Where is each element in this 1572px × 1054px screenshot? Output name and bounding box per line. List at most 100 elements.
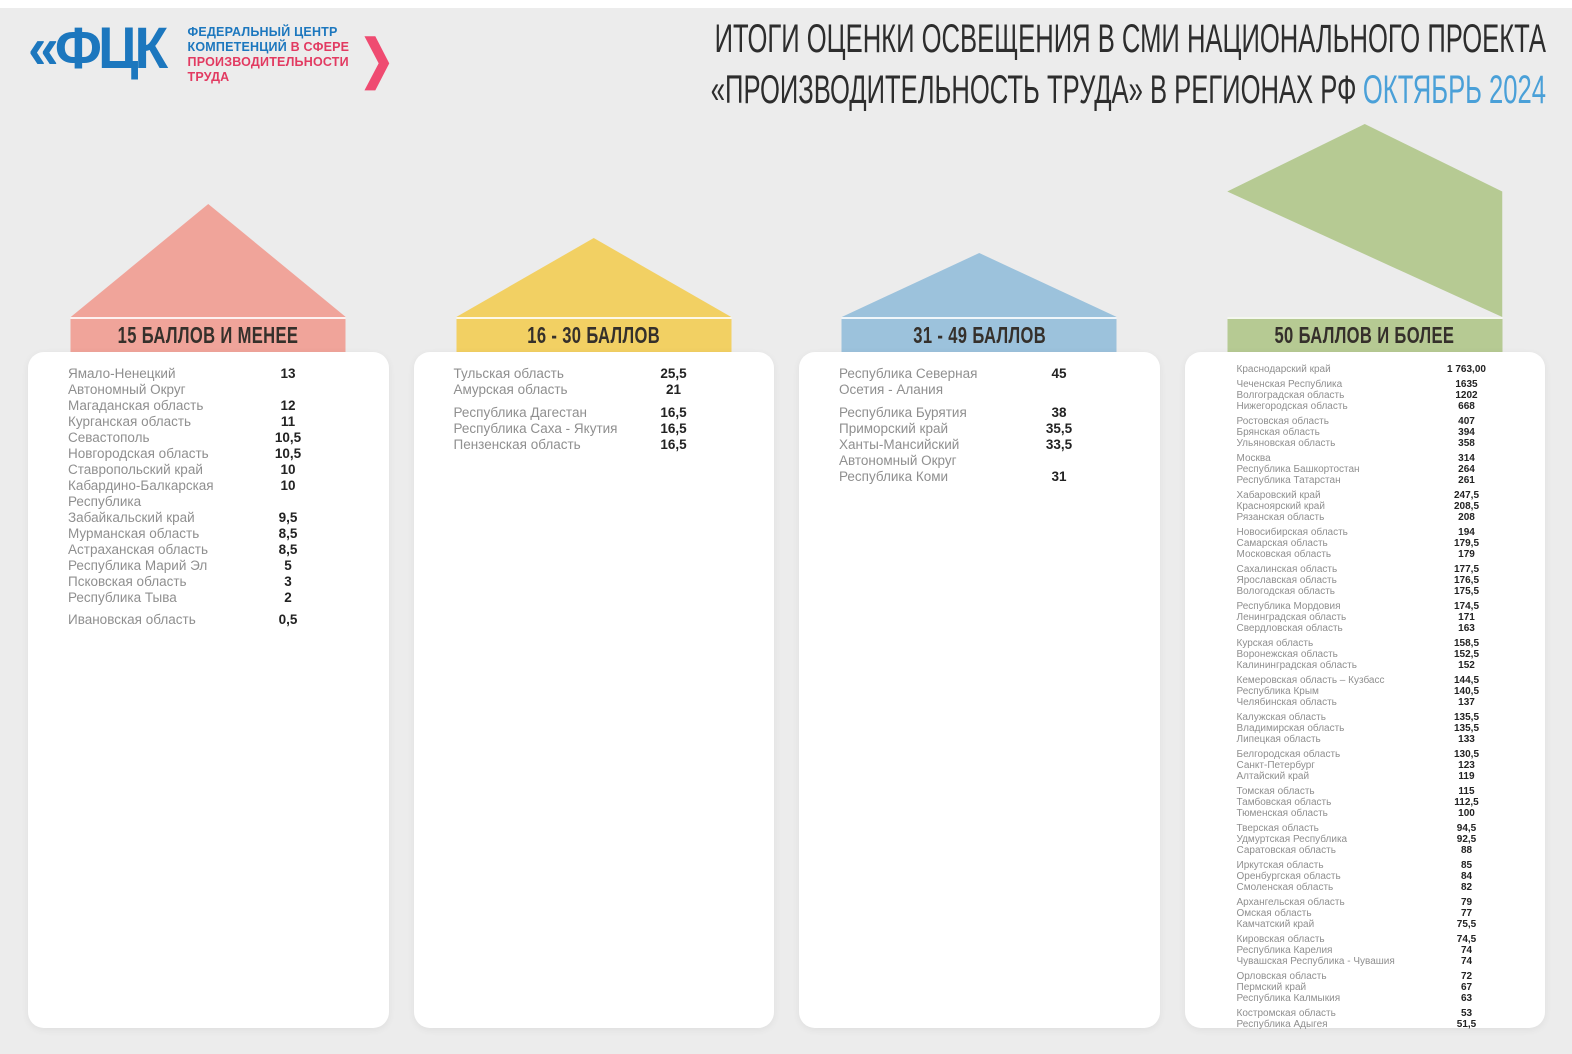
region-score: 140,5: [1453, 686, 1480, 697]
region-score: 407: [1458, 416, 1475, 427]
region-row: Рязанская область 208: [1185, 512, 1546, 523]
group-range-label: 16 - 30 БАЛЛОВ: [527, 322, 661, 348]
region-name: Белгородская область: [1236, 749, 1341, 760]
region-score: 79: [1460, 897, 1473, 908]
page-title: ИТОГИ ОЦЕНКИ ОСВЕЩЕНИЯ В СМИ НАЦИОНАЛЬНО…: [241, 14, 1546, 116]
region-name: Новосибирская область: [1236, 527, 1348, 538]
region-name: Приморский край: [839, 421, 949, 436]
region-name: Республика Дагестан: [453, 405, 587, 420]
region-score: 3: [284, 574, 292, 589]
region-name: Кемеровская область – Кузбасс: [1236, 675, 1385, 686]
region-score: 179: [1458, 549, 1475, 560]
region-row: Москва 314: [1185, 453, 1546, 464]
region-score: 38: [1051, 405, 1067, 420]
region-score: 8,5: [278, 526, 298, 541]
region-row: Хабаровский край 247,5: [1185, 490, 1546, 501]
region-name: Санкт-Петербург: [1236, 760, 1315, 771]
region-name: Липецкая область: [1236, 734, 1321, 745]
region-row: Кемеровская область – Кузбасс 144,5: [1185, 675, 1546, 686]
region-row: Омская область 77: [1185, 908, 1546, 919]
region-score: 176,5: [1453, 575, 1480, 586]
region-score: 261: [1458, 475, 1475, 486]
region-row: Тюменская область 100: [1185, 808, 1546, 819]
score-group-column: 15 БАЛЛОВ И МЕНЕЕ Ямало-Ненецкий Автономн…: [28, 204, 389, 1028]
region-score: 115: [1458, 786, 1475, 797]
page-title-line-1: ИТОГИ ОЦЕНКИ ОСВЕЩЕНИЯ В СМИ НАЦИОНАЛЬНО…: [714, 17, 1546, 61]
house-band: 15 БАЛЛОВ И МЕНЕЕ: [70, 317, 346, 352]
region-row: Липецкая область 133: [1185, 734, 1546, 745]
region-score: 10: [280, 478, 296, 493]
region-score: 25,5: [660, 366, 687, 381]
house-roof: [1227, 124, 1503, 317]
region-score: 179,5: [1453, 538, 1480, 549]
region-row: Приморский край 35,5: [799, 421, 1160, 437]
house-band: 50 БАЛЛОВ И БОЛЕЕ: [1227, 317, 1503, 352]
region-row: Санкт-Петербург 123: [1185, 760, 1546, 771]
region-name: Республика Калмыкия: [1236, 993, 1341, 1004]
region-row: Кировская область 74,5: [1185, 934, 1546, 945]
region-row: Кабардино-Балкарская Республика 10: [28, 478, 389, 510]
tagline-line-3: ПРОИЗВОДИТЕЛЬНОСТИ: [187, 55, 349, 69]
region-row: Сахалинская область 177,5: [1185, 564, 1546, 575]
region-row: Пермский край 67: [1185, 982, 1546, 993]
score-group-columns: 15 БАЛЛОВ И МЕНЕЕ Ямало-Ненецкий Автономн…: [28, 124, 1546, 1030]
region-name: Мурманская область: [68, 526, 200, 541]
region-name: Республика Крым: [1236, 686, 1319, 697]
region-row: Республика Татарстан 261: [1185, 475, 1546, 486]
house-shape: 50 БАЛЛОВ И БОЛЕЕ: [1227, 124, 1503, 352]
region-name: Челябинская область: [1236, 697, 1337, 708]
chevron-right-icon: ❯: [359, 29, 395, 88]
region-score: 394: [1458, 427, 1475, 438]
region-row: Красноярский край 208,5: [1185, 501, 1546, 512]
region-score: 358: [1458, 438, 1475, 449]
region-score: 135,5: [1453, 723, 1480, 734]
region-score: 33,5: [1045, 437, 1073, 452]
region-score: 84: [1460, 871, 1473, 882]
region-score: 85: [1460, 860, 1473, 871]
region-score: 11: [280, 414, 296, 429]
region-name: Республика Карелия: [1236, 945, 1333, 956]
region-name: Смоленская область: [1236, 882, 1334, 893]
region-score: 10,5: [274, 430, 302, 445]
region-score: 1 763,00: [1447, 364, 1486, 375]
region-row: Калининградская область 152: [1185, 660, 1546, 671]
region-name: Республика Татарстан: [1236, 475, 1341, 486]
region-row: Тамбовская область 112,5: [1185, 797, 1546, 808]
region-row: Самарская область 179,5: [1185, 538, 1546, 549]
region-score: 208: [1458, 512, 1475, 523]
region-row: Удмуртская Республика 92,5: [1185, 834, 1546, 845]
region-name: Алтайский край: [1236, 771, 1310, 782]
score-group-column: 50 БАЛЛОВ И БОЛЕЕ Краснодарский край 1 763…: [1184, 124, 1546, 1030]
region-name: Республика Марий Эл: [68, 558, 208, 573]
region-name: Ямало-Ненецкий Автономный Округ: [68, 366, 186, 397]
region-row: Краснодарский край 1 763,00: [1185, 364, 1546, 375]
region-score: 74: [1460, 945, 1473, 956]
region-row: Новгородская область 10,5: [28, 446, 389, 462]
region-row: Севастополь 10,5: [28, 430, 389, 446]
region-row: Республика Калмыкия 63: [1185, 993, 1546, 1004]
region-name: Калужская область: [1236, 712, 1326, 723]
region-row: Саратовская область 88: [1185, 845, 1546, 856]
region-row: Воронежская область 152,5: [1185, 649, 1546, 660]
region-score: 135,5: [1453, 712, 1480, 723]
fck-logo-mark: «ФЦК: [28, 16, 168, 81]
region-row: Томская область 115: [1185, 786, 1546, 797]
region-row: Псковская область 3: [28, 574, 389, 590]
region-name: Новгородская область: [68, 446, 209, 461]
region-name: Архангельская область: [1236, 897, 1345, 908]
region-name: Красноярский край: [1236, 501, 1325, 512]
region-row: Республика Адыгея 51,5: [1185, 1019, 1546, 1030]
region-score: 74,5: [1456, 934, 1477, 945]
region-name: Оренбургская область: [1236, 871, 1341, 882]
region-row: Курская область 158,5: [1185, 638, 1546, 649]
region-name: Магаданская область: [68, 398, 204, 413]
tagline-line-4: ТРУДА: [187, 70, 230, 84]
region-score: 171: [1458, 612, 1475, 623]
region-name: Забайкальский край: [68, 510, 195, 525]
region-row: Костромская область 53: [1185, 1008, 1546, 1019]
region-row: Орловская область 72: [1185, 971, 1546, 982]
region-name: Самарская область: [1236, 538, 1328, 549]
region-name: Свердловская область: [1236, 623, 1343, 634]
region-score: 12: [280, 398, 296, 413]
house-roof: [456, 238, 732, 317]
